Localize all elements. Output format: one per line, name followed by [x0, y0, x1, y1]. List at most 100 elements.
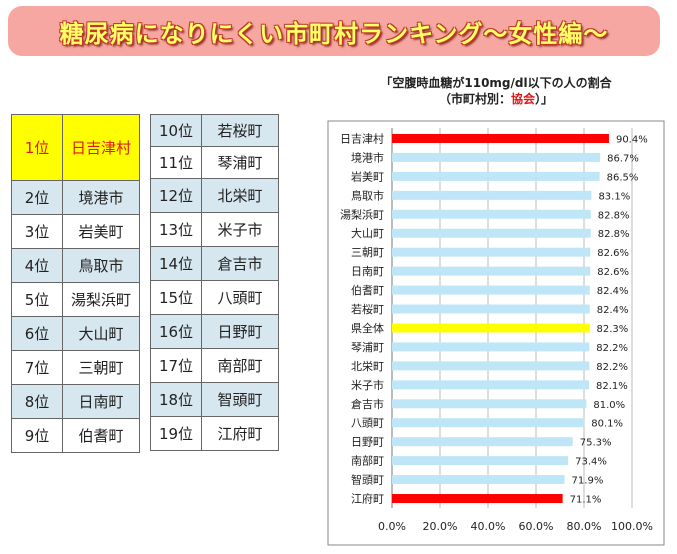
value-label: 82.4% — [597, 286, 629, 297]
value-label: 71.1% — [570, 495, 602, 506]
bar-chart: 「空腹時血糖が110mg/dl以下の人の割合 （市町村別：協会）」 日吉津村境港… — [327, 75, 665, 546]
rank-position: 1位 — [11, 114, 63, 181]
ranking-table-left: 1位 日吉津村 2位 境港市 3位 岩美町 4位 鳥取市 5位 湯梨浜町 6位 大山町 7位 三朝町 8位日… — [11, 114, 140, 453]
category-label: 大山町 — [351, 226, 384, 240]
rank-town: 三朝町 — [62, 350, 140, 385]
value-label: 82.8% — [598, 210, 630, 221]
category-label: 県全体 — [351, 321, 384, 335]
bar — [392, 380, 590, 390]
ranking-row: 12位 北栄町 — [150, 178, 279, 213]
rank-position: 17位 — [150, 348, 202, 383]
rank-town: 北栄町 — [201, 178, 279, 213]
rank-town: 江府町 — [201, 416, 279, 451]
category-label: 日南町 — [351, 265, 384, 278]
rank-position: 18位 — [150, 382, 202, 417]
category-label: 日野町 — [351, 436, 384, 449]
value-label: 82.1% — [596, 381, 628, 392]
banner-title: 糖尿病になりにくい市町村ランキング〜女性編〜 — [59, 19, 609, 48]
ranking-row: 11位 琴浦町 — [150, 146, 279, 179]
value-label: 80.1% — [591, 419, 623, 430]
ranking-row: 8位 日南町 — [11, 384, 140, 419]
bar — [392, 266, 591, 276]
rank-town: 若桜町 — [201, 114, 279, 147]
bar — [392, 418, 585, 428]
x-tick-label: 60.0% — [519, 520, 554, 533]
rank-position: 14位 — [150, 246, 202, 281]
chart-title: 「空腹時血糖が110mg/dl以下の人の割合 — [380, 75, 612, 90]
bar — [392, 209, 591, 219]
ranking-row: 18位 智頭町 — [150, 382, 279, 417]
rank-position: 3位 — [11, 214, 63, 249]
bar — [392, 247, 591, 257]
value-label: 75.3% — [580, 438, 612, 449]
category-label: 若桜町 — [351, 302, 384, 316]
ranking-row: 13位 米子市 — [150, 212, 279, 247]
category-label: 日吉津村 — [340, 131, 384, 145]
value-label: 81.0% — [593, 400, 625, 411]
category-label: 南部町 — [351, 454, 384, 468]
value-label: 82.6% — [597, 267, 629, 278]
rank-town: 南部町 — [201, 348, 279, 383]
value-label: 86.7% — [607, 153, 639, 164]
chart-subtitle-prefix: （市町村別： — [439, 91, 511, 106]
rank-town: 大山町 — [62, 316, 140, 351]
rank-town: 琴浦町 — [201, 146, 279, 179]
ranking-row: 14位 倉吉市 — [150, 246, 279, 281]
category-label: 北栄町 — [351, 359, 384, 373]
category-label: 江府町 — [351, 492, 384, 506]
chart-panel: 「空腹時血糖が110mg/dl以下の人の割合 （市町村別：協会）」 日吉津村 境港… — [326, 70, 668, 547]
bar — [392, 475, 565, 485]
rank-town: 米子市 — [201, 212, 279, 247]
bar — [392, 361, 590, 371]
bar — [392, 133, 609, 143]
rank-position: 13位 — [150, 212, 202, 247]
category-label: 智頭町 — [351, 473, 384, 487]
rank-position: 10位 — [150, 114, 202, 147]
value-label: 71.9% — [572, 476, 604, 487]
rank-position: 8位 — [11, 384, 63, 419]
x-tick-label: 0.0% — [378, 520, 406, 533]
category-label: 鳥取市 — [351, 188, 384, 202]
ranking-row: 6位 大山町 — [11, 316, 140, 351]
x-tick-label: 20.0% — [423, 520, 458, 533]
x-tick-label: 40.0% — [471, 520, 506, 533]
chart-subtitle-highlight: 協会 — [511, 91, 536, 106]
ranking-row: 2位 境港市 — [11, 180, 140, 215]
rank-position: 15位 — [150, 280, 202, 315]
rank-town: 鳥取市 — [62, 248, 140, 283]
rank-town: 伯耆町 — [62, 418, 140, 453]
value-label: 82.4% — [597, 305, 629, 316]
rank-town: 日野町 — [201, 314, 279, 349]
category-label: 三朝町 — [351, 246, 384, 259]
category-label: 岩美町 — [351, 169, 384, 183]
value-label: 82.2% — [596, 362, 628, 373]
value-label: 82.3% — [597, 324, 629, 335]
ranking-row: 1位 日吉津村 — [11, 114, 140, 181]
category-label: 八頭町 — [351, 417, 384, 430]
ranking-row: 19位 江府町 — [150, 416, 279, 451]
value-label: 73.4% — [575, 457, 607, 468]
rank-town: 智頭町 — [201, 382, 279, 417]
category-label: 米子市 — [351, 378, 384, 392]
bar — [392, 304, 590, 314]
bar — [392, 342, 590, 352]
category-label: 倉吉市 — [351, 397, 384, 411]
ranking-row: 10位 若桜町 — [150, 114, 279, 147]
ranking-row: 15位 八頭町 — [150, 280, 279, 315]
value-label: 83.1% — [598, 191, 630, 202]
x-tick-label: 100.0% — [611, 520, 653, 533]
value-label: 86.5% — [607, 172, 639, 183]
bar — [392, 456, 569, 466]
ranking-row: 7位 三朝町 — [11, 350, 140, 385]
ranking-table-right: 10位 若桜町 11位 琴浦町 12位 北栄町 13位 米子市 14位 倉吉市 15位 八頭町 16位日… — [150, 114, 279, 451]
bar — [392, 228, 591, 238]
value-label: 82.6% — [597, 248, 629, 259]
rank-town: 岩美町 — [62, 214, 140, 249]
value-label: 82.2% — [596, 343, 628, 354]
ranking-row: 9位 伯耆町 — [11, 418, 140, 453]
ranking-row: 3位 岩美町 — [11, 214, 140, 249]
bar — [392, 437, 573, 447]
rank-position: 19位 — [150, 416, 202, 451]
title-banner: 糖尿病になりにくい市町村ランキング〜女性編〜 — [8, 6, 660, 56]
rank-town: 湯梨浜町 — [62, 282, 140, 317]
